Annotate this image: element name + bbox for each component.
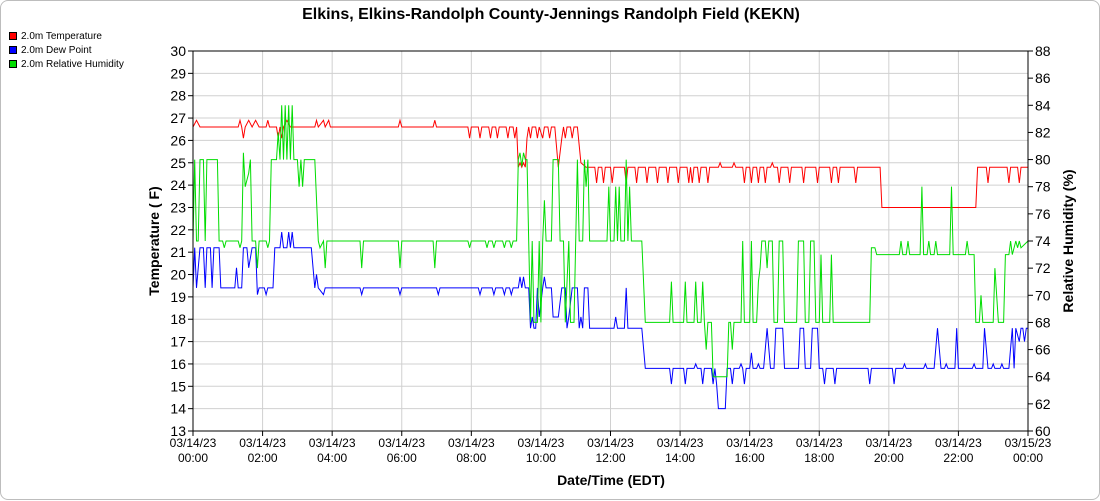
y-tick-label-left: 19 (170, 289, 186, 305)
y-tick-label-right: 78 (1035, 179, 1051, 195)
y-tick-label-left: 17 (170, 334, 186, 350)
y-tick-label-right: 84 (1035, 97, 1051, 113)
y-tick-label-right: 74 (1035, 233, 1051, 249)
y-tick-label-left: 22 (170, 222, 186, 238)
y-tick-label-left: 18 (170, 311, 186, 327)
y-tick-label-left: 25 (170, 155, 186, 171)
y-tick-label-left: 15 (170, 378, 186, 394)
y-tick-label-right: 62 (1035, 396, 1051, 412)
legend-label-relative-humidity: 2.0m Relative Humidity (21, 58, 124, 70)
x-tick-label-time: 06:00 (387, 451, 417, 465)
legend: 2.0m Temperature 2.0m Dew Point 2.0m Rel… (9, 29, 124, 71)
x-tick-label-date: 03/14/23 (657, 436, 704, 450)
x-axis-label: Date/Time (EDT) (557, 472, 665, 488)
legend-swatch-dew-point (9, 46, 17, 54)
y-tick-label-left: 16 (170, 356, 186, 372)
y-tick-label-right: 64 (1035, 369, 1051, 385)
x-tick-label-time: 00:00 (178, 451, 208, 465)
y-tick-label-left: 24 (170, 177, 186, 193)
x-tick-label-time: 02:00 (248, 451, 278, 465)
x-tick-label-time: 00:00 (1013, 451, 1043, 465)
x-tick-label-date: 03/14/23 (796, 436, 843, 450)
y-tick-label-left: 28 (170, 88, 186, 104)
y-tick-label-right: 86 (1035, 70, 1051, 86)
y-tick-label-left: 13 (170, 423, 186, 439)
y-tick-label-right: 70 (1035, 287, 1051, 303)
y-tick-label-left: 14 (170, 401, 186, 417)
legend-swatch-temperature (9, 32, 17, 40)
y-tick-label-left: 29 (170, 65, 186, 81)
x-tick-label-time: 16:00 (735, 451, 765, 465)
series-line-2-0m-relative-humidity (192, 105, 1029, 378)
y-tick-label-left: 27 (170, 110, 186, 126)
x-tick-label-date: 03/14/23 (865, 436, 912, 450)
x-tick-label-time: 14:00 (665, 451, 695, 465)
series-line-2-0m-dew-point (192, 232, 1028, 410)
x-tick-label-time: 22:00 (943, 451, 973, 465)
y-tick-label-right: 60 (1035, 423, 1051, 439)
y-tick-label-right: 66 (1035, 342, 1051, 358)
y-tick-label-left: 30 (170, 43, 186, 59)
series-line-2-0m-temperature (192, 118, 1028, 208)
x-tick-label-time: 08:00 (456, 451, 486, 465)
x-tick-label-date: 03/14/23 (587, 436, 634, 450)
legend-swatch-relative-humidity (9, 60, 17, 68)
y-tick-label-left: 21 (170, 244, 186, 260)
legend-label-temperature: 2.0m Temperature (21, 30, 102, 42)
x-tick-label-date: 03/14/23 (518, 436, 565, 450)
x-tick-label-date: 03/14/23 (378, 436, 425, 450)
chart-title: Elkins, Elkins-Randolph County-Jennings … (302, 6, 800, 23)
x-tick-label-date: 03/14/23 (726, 436, 773, 450)
y-axis-label-right: Relative Humidity (%) (1060, 169, 1076, 312)
y-tick-label-right: 82 (1035, 124, 1051, 140)
legend-item-relative-humidity: 2.0m Relative Humidity (9, 57, 124, 71)
y-tick-label-right: 72 (1035, 260, 1051, 276)
y-tick-label-right: 88 (1035, 43, 1051, 59)
legend-label-dew-point: 2.0m Dew Point (21, 44, 92, 56)
legend-item-temperature: 2.0m Temperature (9, 29, 124, 43)
y-tick-label-right: 76 (1035, 206, 1051, 222)
y-tick-label-right: 68 (1035, 314, 1051, 330)
x-tick-label-date: 03/14/23 (239, 436, 286, 450)
x-tick-label-date: 03/14/23 (170, 436, 217, 450)
x-tick-label-date: 03/14/23 (309, 436, 356, 450)
y-tick-label-left: 23 (170, 199, 186, 215)
x-tick-label-time: 20:00 (874, 451, 904, 465)
x-tick-label-date: 03/14/23 (935, 436, 982, 450)
x-tick-label-time: 04:00 (317, 451, 347, 465)
x-tick-label-date: 03/14/23 (448, 436, 495, 450)
x-tick-label-time: 12:00 (595, 451, 625, 465)
plot-border (192, 50, 1029, 432)
x-tick-label-date: 03/15/23 (1005, 436, 1052, 450)
y-axis-label-left: Temperature ( F) (146, 186, 162, 295)
x-tick-label-time: 18:00 (804, 451, 834, 465)
x-tick-label-time: 10:00 (526, 451, 556, 465)
legend-item-dew-point: 2.0m Dew Point (9, 43, 124, 57)
y-tick-label-left: 26 (170, 132, 186, 148)
y-tick-label-right: 80 (1035, 152, 1051, 168)
y-tick-label-left: 20 (170, 267, 186, 283)
